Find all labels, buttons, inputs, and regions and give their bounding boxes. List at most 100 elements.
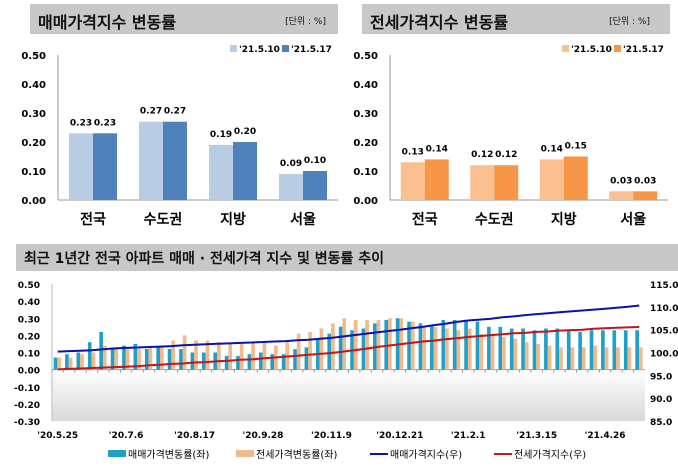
bar [521, 328, 525, 370]
legend-swatch [614, 45, 621, 52]
bar [532, 330, 537, 370]
bar [384, 319, 389, 370]
bar [430, 325, 434, 370]
jeonse-chart-title: 전세가격지수 변동률 [370, 13, 509, 32]
bar [547, 345, 552, 370]
jeonse-chart-unit: [단위 : %] [609, 17, 650, 27]
bar [182, 335, 187, 370]
bar [102, 345, 107, 370]
x-tick-label: '20.8.17 [174, 431, 215, 441]
bar [601, 330, 605, 370]
y-tick-label: 0.10 [353, 167, 378, 178]
legend-label: 매매가격지수(우) [390, 448, 462, 461]
index-line [57, 325, 640, 371]
sale-chart-title: 매매가격지수 변동률 [38, 13, 177, 32]
category-label: 서울 [290, 211, 316, 228]
y-left-tick-label: -0.30 [14, 418, 40, 428]
y-tick-label: 0.20 [353, 138, 378, 149]
bar [217, 342, 221, 370]
y-left-tick-label: 0.20 [18, 332, 40, 342]
bar [445, 328, 449, 370]
bar [233, 142, 257, 200]
bar [251, 342, 255, 370]
bar [470, 165, 495, 200]
category-label: 수도권 [475, 212, 514, 228]
bar [509, 328, 514, 370]
bar [418, 323, 423, 370]
x-tick-label: '20.12.21 [376, 431, 423, 441]
y-right-tick-label: 85.0 [650, 418, 672, 428]
legend-swatch [282, 45, 289, 52]
data-label: 0.14 [541, 144, 563, 154]
sale-chart-unit: [단위 : %] [285, 17, 326, 27]
category-label: 지방 [551, 211, 577, 228]
data-label: 0.12 [471, 150, 493, 160]
bar [99, 331, 103, 370]
bar [536, 343, 540, 370]
bar [122, 345, 126, 370]
bar [467, 328, 472, 370]
y-right-tick-label: 95.0 [650, 372, 672, 382]
y-right-tick-label: 115.0 [650, 281, 678, 291]
bar [424, 159, 449, 200]
bar [331, 323, 335, 370]
y-left-tick-label: 0.40 [18, 298, 40, 308]
bar [224, 355, 229, 370]
data-label: 0.12 [495, 150, 517, 160]
bar [148, 347, 153, 370]
legend-label: 매매가격변동률(좌) [128, 448, 210, 461]
bar [452, 319, 457, 370]
y-right-tick-label: 105.0 [650, 327, 678, 337]
bar [80, 354, 84, 370]
bar [110, 349, 115, 370]
bar [190, 352, 195, 370]
x-tick-label: '20.11.9 [311, 431, 352, 441]
bar [93, 133, 117, 200]
data-label: 0.03 [610, 176, 632, 186]
y-tick-label: 0.30 [353, 109, 378, 120]
legend-label: '21.5.17 [291, 45, 332, 55]
bar [159, 345, 164, 370]
bar [433, 326, 438, 370]
category-label: 서울 [620, 211, 646, 228]
bar [270, 354, 275, 370]
bar [279, 173, 303, 200]
bar [365, 319, 369, 370]
bar [281, 354, 286, 370]
bar [167, 349, 172, 370]
y-left-tick-label: -0.20 [14, 401, 40, 411]
bar [201, 352, 206, 370]
bar [139, 121, 163, 200]
y-tick-label: 0.10 [21, 167, 46, 178]
bar [293, 349, 297, 370]
y-tick-label: 0.00 [21, 196, 46, 207]
bar [247, 354, 252, 370]
y-right-tick-label: 110.0 [650, 304, 678, 314]
y-tick-label: 0.40 [353, 80, 378, 91]
bar [555, 328, 560, 370]
bar [498, 326, 503, 370]
bar [475, 321, 480, 370]
bar [239, 342, 244, 370]
bar [589, 330, 594, 370]
y-left-tick-label: 0.00 [18, 367, 40, 377]
x-tick-label: '21.3.15 [516, 431, 557, 441]
bar [494, 165, 519, 200]
bar [228, 343, 233, 370]
bar [179, 349, 183, 370]
trend-chart-title-bar: 최근 1년간 전국 아파트 매매 · 전세가격 지수 및 변동률 추이 [16, 244, 678, 271]
bar [559, 347, 563, 370]
bar [194, 340, 198, 370]
bar [304, 347, 309, 370]
bar [57, 357, 62, 370]
y-left-tick-label: 0.30 [18, 315, 40, 325]
bar [581, 347, 586, 370]
legend-label: '21.5.10 [571, 45, 612, 55]
y-tick-label: 0.50 [353, 51, 378, 62]
x-tick-label: '20.7.6 [109, 431, 144, 441]
bar [441, 319, 446, 370]
bar [464, 319, 468, 370]
jeonse-chart-title-bar: 전세가격지수 변동률 [단위 : %] [362, 4, 670, 34]
category-label: 전국 [80, 211, 106, 228]
